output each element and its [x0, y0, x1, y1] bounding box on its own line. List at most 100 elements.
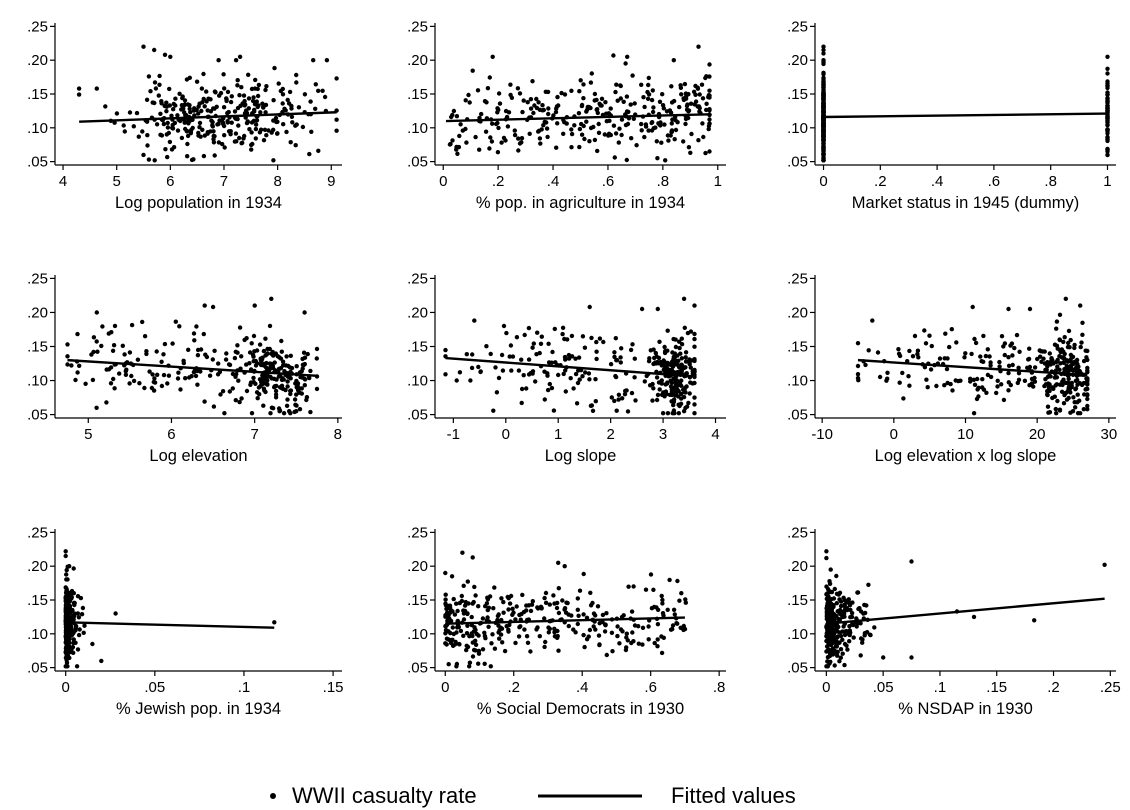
data-point: [158, 111, 163, 117]
data-point: [575, 380, 581, 386]
data-point: [483, 604, 488, 609]
data-point: [467, 660, 473, 665]
data-point: [1082, 392, 1087, 397]
data-point: [495, 120, 500, 126]
data-point: [152, 80, 158, 85]
data-point: [922, 328, 927, 333]
data-point: [688, 101, 694, 106]
data-point: [877, 374, 883, 380]
data-point: [267, 323, 273, 329]
data-point: [508, 82, 513, 87]
data-point: [1062, 335, 1067, 340]
data-point: [556, 560, 561, 565]
data-point: [1085, 365, 1090, 371]
data-point: [176, 370, 181, 375]
data-point: [261, 348, 267, 354]
data-point: [1072, 342, 1077, 348]
y-tick-label: .20: [407, 304, 428, 321]
data-point: [1066, 380, 1071, 385]
data-point: [552, 626, 557, 631]
y-tick-label: .05: [787, 660, 808, 677]
data-point: [530, 599, 535, 604]
data-point: [601, 339, 606, 345]
data-point: [649, 606, 655, 611]
data-point: [521, 98, 526, 103]
data-point: [443, 641, 448, 646]
data-point: [100, 324, 105, 329]
data-point: [824, 549, 829, 554]
data-point: [451, 596, 456, 602]
data-point: [928, 367, 934, 372]
data-point: [496, 623, 501, 628]
data-point: [276, 81, 281, 86]
data-point: [200, 127, 205, 132]
data-point: [258, 383, 263, 389]
data-point: [63, 664, 68, 669]
data-point: [678, 351, 683, 356]
legend-marker-casualty: [270, 793, 276, 799]
data-point: [844, 628, 849, 634]
data-point: [659, 140, 664, 145]
data-point: [995, 384, 1000, 389]
data-point: [528, 97, 534, 102]
data-point: [186, 347, 191, 352]
data-point: [201, 71, 206, 77]
data-point: [825, 655, 831, 660]
data-point: [597, 336, 603, 341]
data-point: [1037, 348, 1042, 353]
data-point: [280, 92, 286, 97]
data-point: [536, 100, 541, 105]
data-point: [553, 360, 558, 365]
data-point: [542, 119, 547, 125]
x-tick-label: .8: [657, 173, 670, 190]
data-point: [649, 120, 654, 126]
data-point: [545, 134, 550, 140]
data-point: [831, 614, 836, 619]
x-tick-label: .4: [931, 173, 944, 190]
data-point: [534, 96, 539, 102]
data-point: [829, 629, 834, 634]
data-point: [122, 129, 128, 134]
data-point: [309, 129, 314, 134]
data-point: [671, 607, 677, 612]
data-point: [492, 585, 497, 590]
data-point: [520, 109, 525, 115]
data-point: [847, 639, 852, 644]
scatter-panel-7: .05 .10 .15 .20 .25 0 .05 .1 .15 % Jewish pop. in…: [27, 524, 343, 718]
data-point: [530, 345, 535, 350]
data-point: [246, 72, 251, 78]
data-point: [443, 631, 448, 636]
y-tick-label: .20: [787, 304, 808, 321]
data-point: [249, 411, 255, 416]
data-point: [592, 137, 598, 143]
data-point: [665, 366, 670, 372]
data-point: [123, 372, 129, 377]
data-point: [704, 107, 709, 113]
data-point: [471, 629, 476, 634]
data-point: [275, 131, 280, 136]
data-point: [1081, 407, 1087, 412]
data-point: [155, 372, 160, 377]
data-point: [1032, 379, 1038, 384]
data-point: [662, 344, 667, 350]
data-point: [679, 391, 684, 397]
y-tick-label: .15: [787, 339, 808, 356]
data-point: [516, 136, 521, 141]
data-point: [897, 380, 902, 385]
data-point: [700, 121, 705, 126]
y-tick-label: .20: [27, 304, 48, 321]
data-point: [294, 409, 299, 414]
data-point: [78, 595, 84, 601]
data-point: [470, 555, 475, 560]
data-point: [692, 402, 697, 407]
x-tick-label: 0: [439, 173, 447, 190]
data-point: [233, 349, 238, 354]
data-point: [690, 381, 695, 386]
data-point: [513, 640, 518, 646]
data-point: [264, 84, 269, 89]
data-point: [146, 157, 152, 162]
data-point: [471, 647, 477, 653]
data-point: [615, 633, 620, 639]
data-point: [222, 86, 227, 91]
data-point: [237, 93, 242, 98]
